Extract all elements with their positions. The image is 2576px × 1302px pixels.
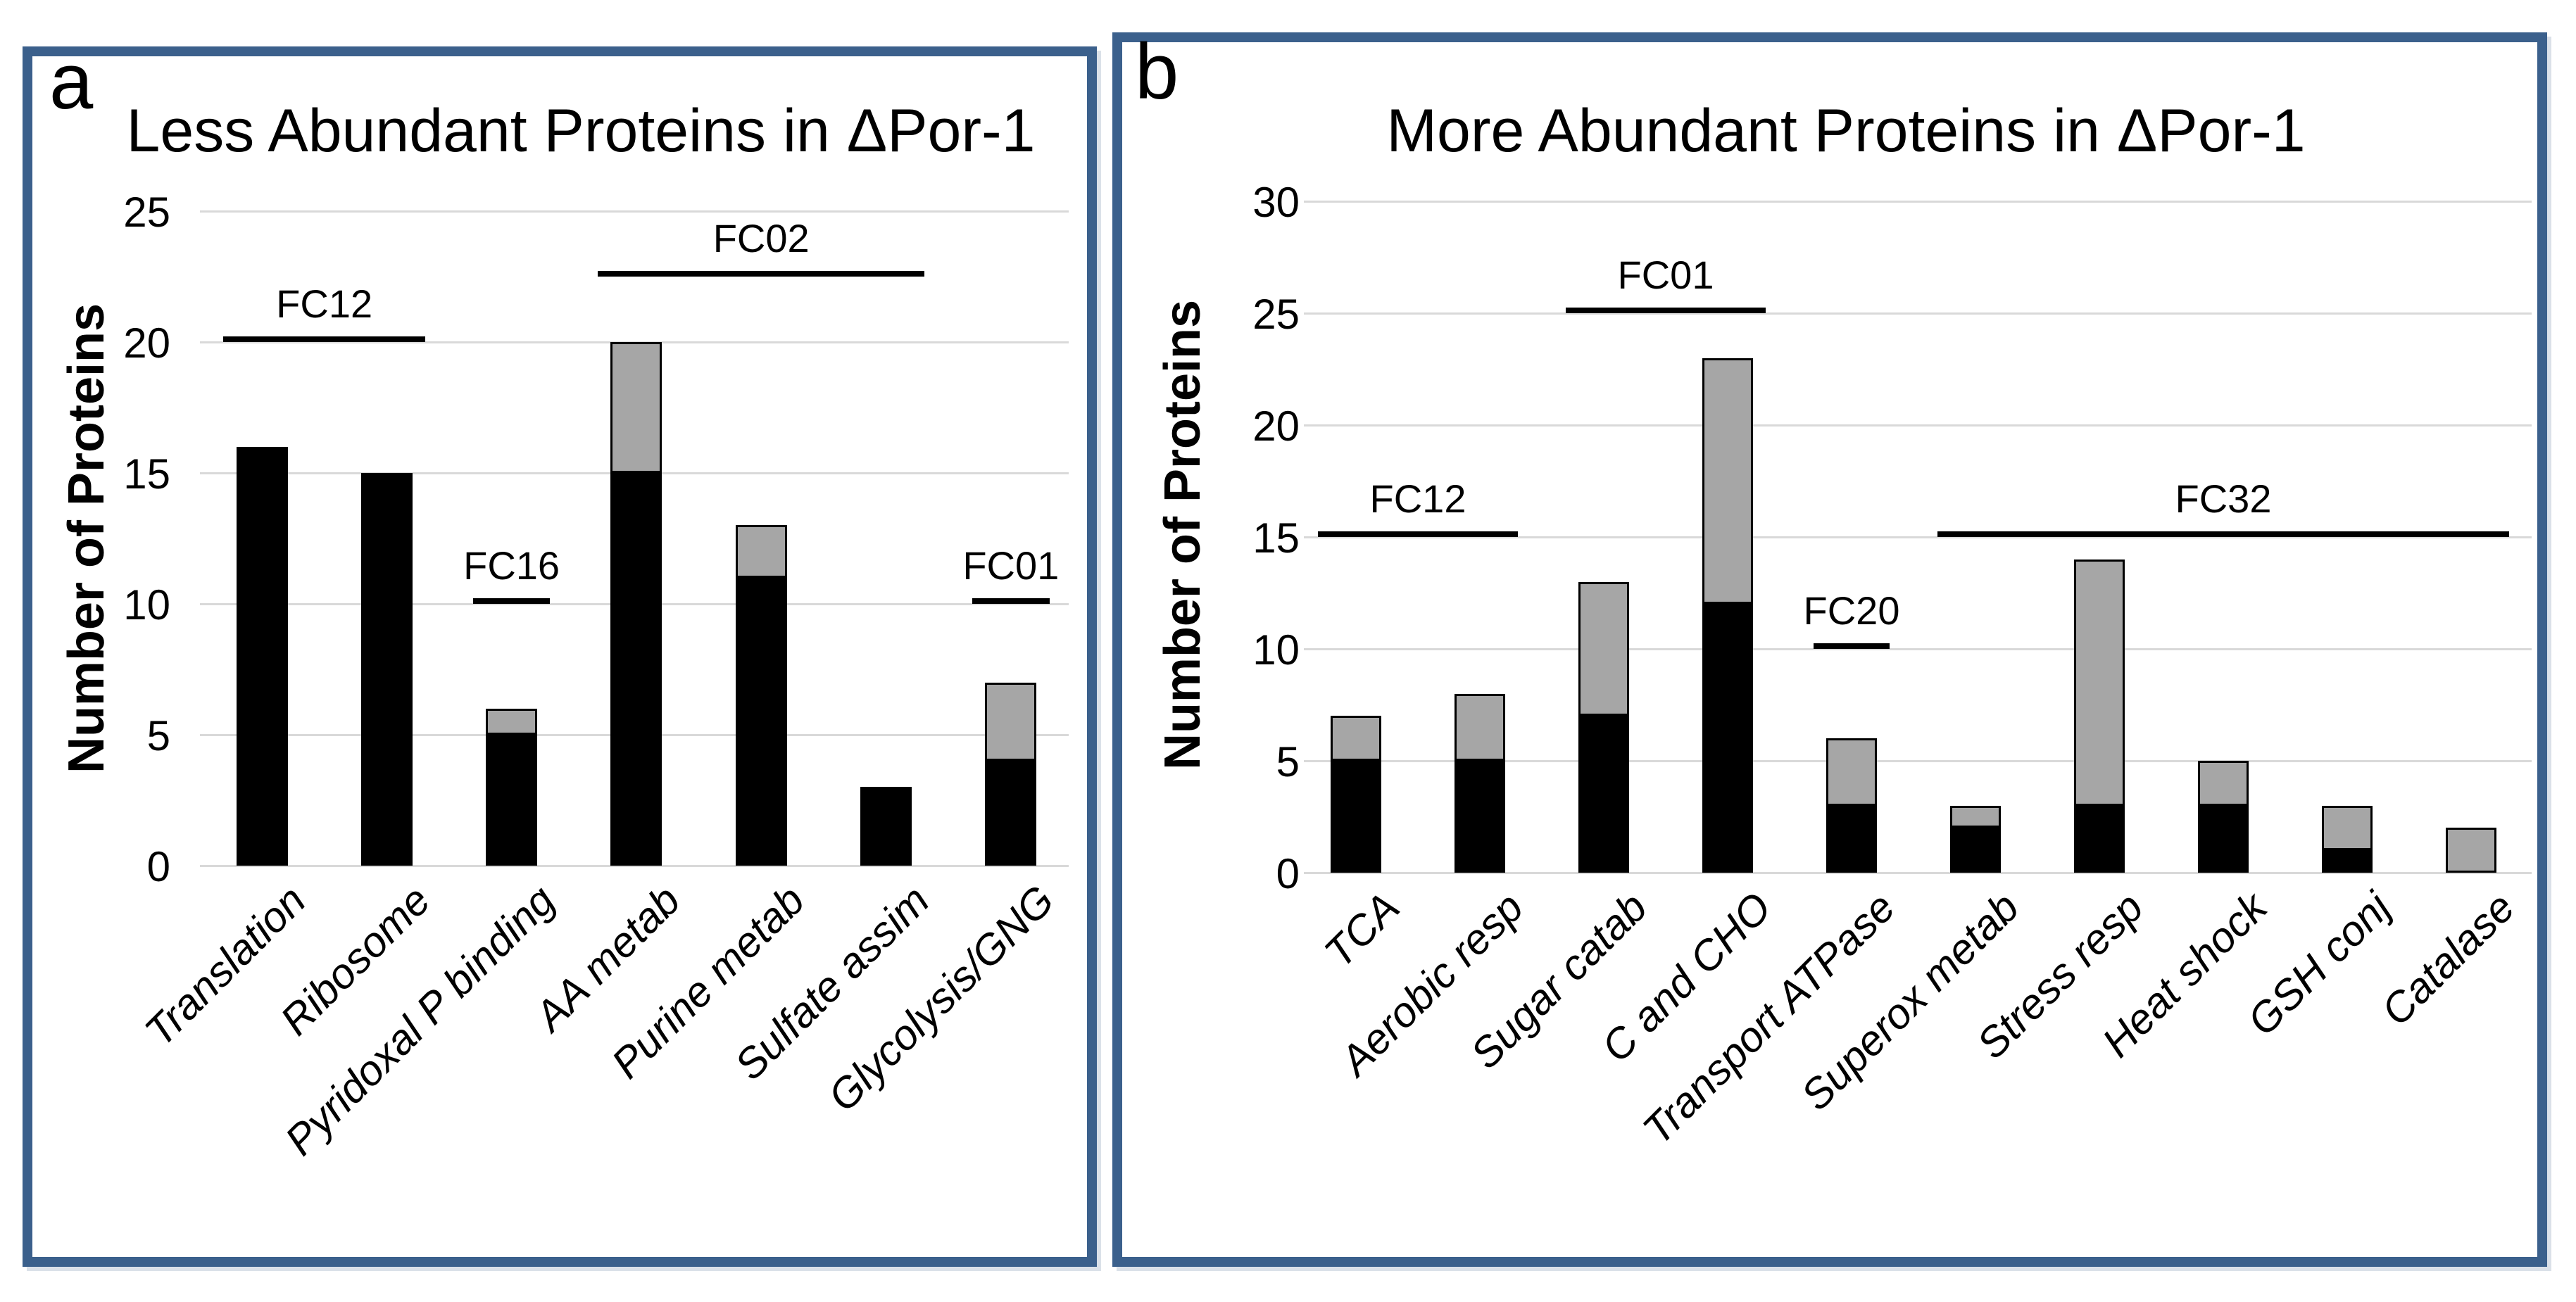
gridline (1304, 871, 2532, 874)
bar-segment-black (360, 473, 413, 866)
fc-annotation-label: FC01 (1617, 253, 1714, 297)
fc-annotation-label: FC12 (276, 282, 373, 326)
bar-segment-black (236, 446, 288, 866)
chart-a-y-axis-label: Number of Proteins (58, 303, 115, 774)
gridline (1304, 536, 2532, 538)
bar-segment-black (1578, 716, 1629, 873)
gridline (1304, 647, 2532, 650)
y-tick-label: 30 (1252, 179, 1300, 226)
y-tick-label: 20 (1252, 403, 1300, 450)
bar-segment-gray (985, 682, 1037, 761)
gridline (1304, 424, 2532, 426)
bar-segment-gray (1950, 805, 2001, 828)
bar-segment-black (1331, 761, 1381, 873)
bar-segment-gray (1826, 738, 1877, 806)
fc-annotation-line (1318, 531, 1518, 537)
bar-segment-gray (2198, 761, 2249, 806)
gridline (1304, 312, 2532, 315)
fc-annotation-line (1566, 308, 1766, 313)
fc-annotation-label: FC02 (712, 216, 810, 260)
bar-segment-gray (1578, 581, 1629, 716)
fc-annotation-line (598, 271, 925, 277)
bar-segment-gray (2446, 828, 2496, 873)
bar-segment-gray (735, 525, 787, 578)
y-tick-label: 0 (146, 843, 170, 890)
y-tick-label: 5 (1276, 738, 1300, 785)
bar-segment-black (610, 473, 662, 866)
bar-segment-black (985, 761, 1037, 866)
bar-segment-gray (1331, 716, 1381, 761)
bar-segment-gray (2074, 559, 2125, 806)
bar-segment-black (1702, 604, 1753, 873)
y-tick-label: 25 (1252, 291, 1300, 338)
bar-segment-gray (486, 708, 538, 735)
panel-b-letter: b (1135, 27, 1179, 115)
fc-annotation-line (972, 598, 1050, 604)
bar-segment-black (2074, 805, 2125, 873)
fc-annotation-line (223, 336, 426, 342)
bar-segment-gray (1455, 693, 1505, 761)
gridline (1304, 759, 2532, 762)
bar-segment-gray (610, 342, 662, 473)
fc-annotation-label: FC12 (1369, 476, 1466, 521)
fc-annotation-label: FC16 (463, 543, 560, 588)
chart-a-title: Less Abundant Proteins in ΔPor-1 (126, 97, 1036, 165)
y-tick-label: 25 (123, 189, 170, 236)
chart-b-title: More Abundant Proteins in ΔPor-1 (1386, 97, 2306, 165)
bar-segment-black (486, 735, 538, 866)
fc-annotation-line (1937, 531, 2509, 537)
bar-segment-gray (2322, 805, 2373, 851)
y-tick-label: 15 (123, 450, 170, 498)
y-tick-label: 20 (123, 320, 170, 367)
bar-segment-black (1826, 805, 1877, 873)
fc-annotation-label: FC20 (1803, 588, 1900, 633)
fc-annotation-label: FC01 (962, 543, 1060, 588)
y-tick-label: 15 (1252, 514, 1300, 562)
bar-segment-black (2322, 850, 2373, 873)
bar-segment-black (1455, 761, 1505, 873)
panel-a-frame (23, 46, 1097, 1267)
y-tick-label: 0 (1276, 850, 1300, 897)
gridline (1304, 200, 2532, 203)
bar-segment-black (2198, 805, 2249, 873)
y-tick-label: 5 (146, 712, 170, 759)
bar-segment-black (1950, 828, 2001, 873)
fc-annotation-label: FC32 (2175, 476, 2272, 521)
bar-segment-gray (1702, 358, 1753, 605)
fc-annotation-line (1814, 643, 1890, 649)
panel-a-letter: a (49, 37, 94, 125)
y-tick-label: 10 (123, 581, 170, 628)
gridline (200, 864, 1069, 867)
bar-segment-black (735, 577, 787, 866)
y-tick-label: 10 (1252, 626, 1300, 674)
bar-segment-black (860, 787, 912, 866)
fc-annotation-line (472, 598, 551, 604)
gridline (200, 210, 1069, 213)
